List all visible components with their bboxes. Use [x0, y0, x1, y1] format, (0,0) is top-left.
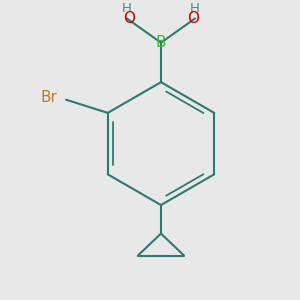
- Text: Br: Br: [40, 90, 57, 105]
- Text: B: B: [156, 35, 166, 50]
- Text: H: H: [190, 2, 200, 15]
- Text: O: O: [123, 11, 135, 26]
- Text: H: H: [122, 2, 132, 15]
- Text: O: O: [187, 11, 199, 26]
